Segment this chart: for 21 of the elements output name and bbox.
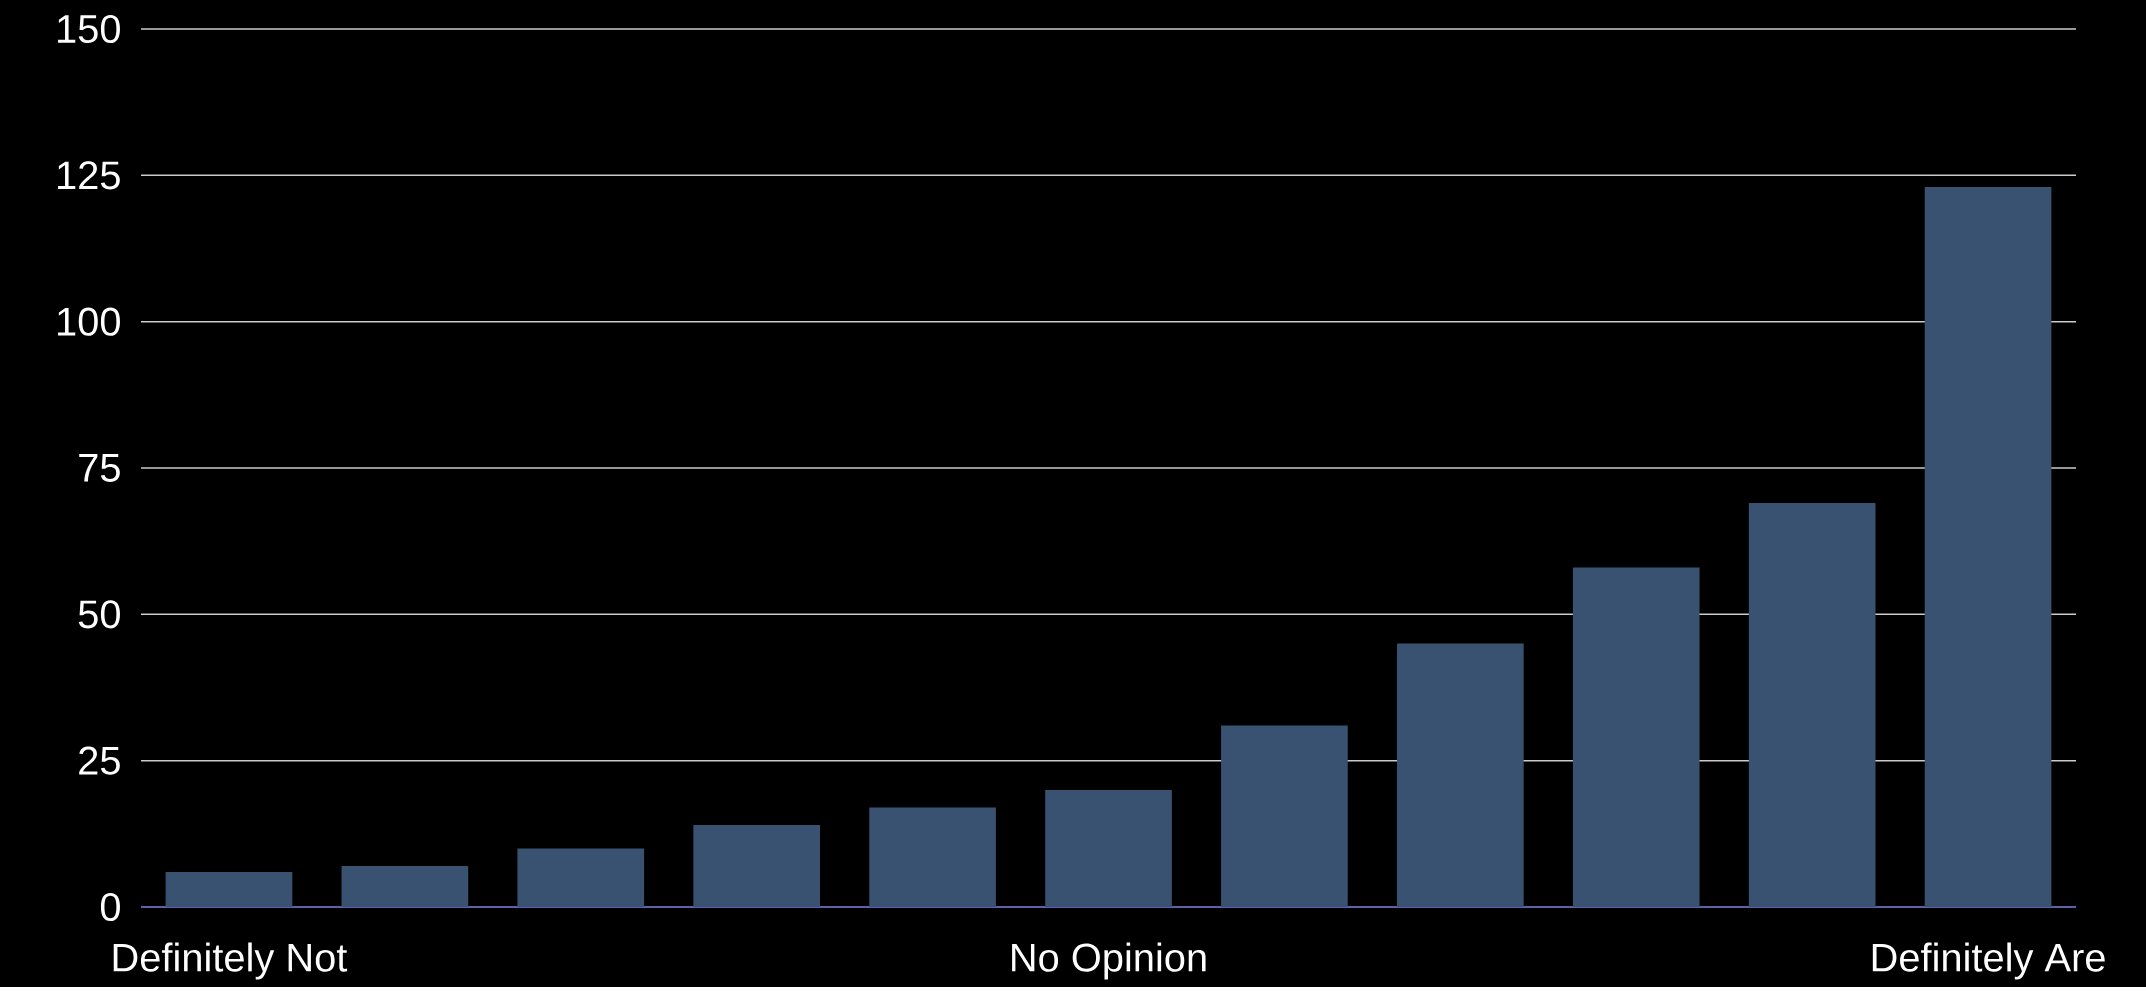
bar xyxy=(693,825,821,908)
y-tick-label: 100 xyxy=(58,307,120,336)
y-tick-label: 0 xyxy=(100,892,120,922)
y-tick-label: 75 xyxy=(79,454,120,482)
bar xyxy=(165,871,293,908)
x-tick-label: Definitely Not xyxy=(113,942,348,980)
y-tick-label: 150 xyxy=(58,14,120,44)
bar xyxy=(341,866,469,908)
bar xyxy=(1221,725,1348,908)
bar xyxy=(1045,789,1172,908)
y-tick-label: 25 xyxy=(79,746,120,775)
y-tick-label: 125 xyxy=(58,161,120,190)
bar xyxy=(517,848,645,908)
x-tick-label: Definitely Are xyxy=(1872,942,2105,980)
y-tick-label: 50 xyxy=(78,600,120,629)
x-tick-label: No Opinion xyxy=(1012,942,1206,980)
bar xyxy=(869,807,996,908)
bar xyxy=(1748,503,1876,908)
bar xyxy=(1924,187,2052,908)
bar xyxy=(1572,567,1700,908)
bar xyxy=(1397,643,1524,908)
